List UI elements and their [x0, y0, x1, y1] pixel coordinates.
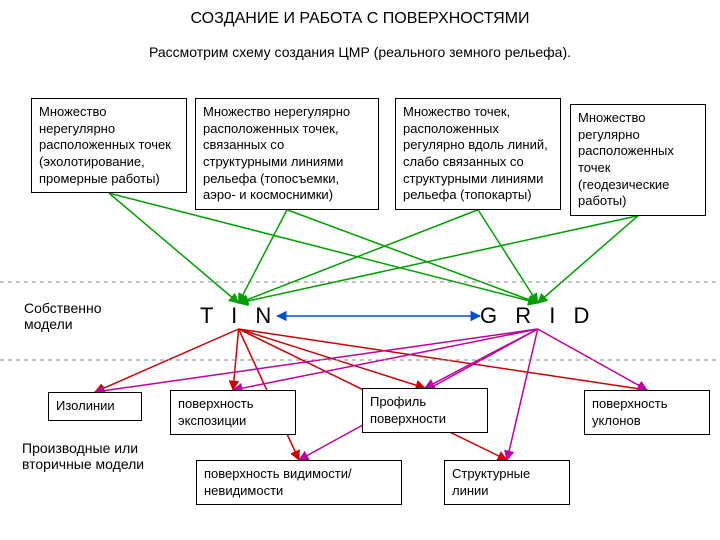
source-box-irregular-with-structure: Множество нерегулярно расположенных точе… [195, 98, 379, 210]
own-models-label: Собственно модели [24, 300, 144, 332]
source-box-regular-points: Множество регулярно расположенных точек … [570, 104, 706, 216]
slope-surface-box: поверхность уклонов [584, 390, 710, 435]
source-box-irregular-points: Множество нерегулярно расположенных точе… [31, 98, 187, 193]
structural-lines-box: Структурные линии [444, 460, 570, 505]
tin-model: T I N [200, 303, 277, 329]
source-box-along-lines: Множество точек, расположенных регулярно… [395, 98, 561, 210]
exposition-surface-box: поверхность экспозиции [170, 390, 296, 435]
page-subtitle: Рассмотрим схему создания ЦМР (реального… [0, 44, 720, 60]
grid-model: G R I D [480, 303, 595, 329]
profile-box: Профиль поверхности [362, 388, 488, 433]
isolines-box: Изолинии [48, 392, 142, 421]
visibility-surface-box: поверхность видимости/невидимости [196, 460, 402, 505]
derived-models-label: Производные или вторичные модели [22, 440, 162, 472]
page-title: СОЗДАНИЕ И РАБОТА С ПОВЕРХНОСТЯМИ [0, 10, 720, 28]
